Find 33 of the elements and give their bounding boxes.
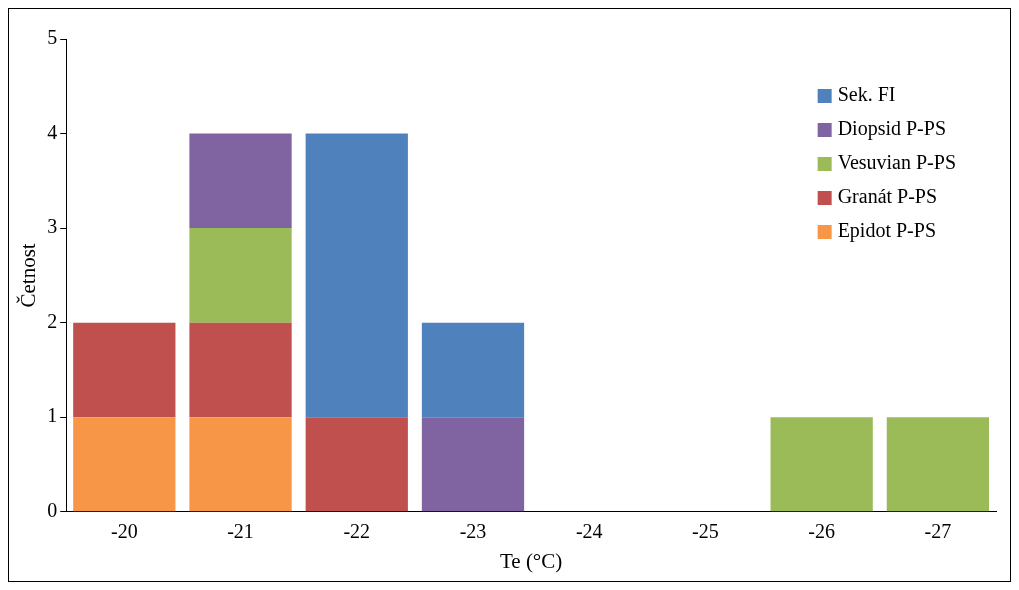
x-tick-label: -25 <box>692 520 719 543</box>
bar <box>421 322 525 418</box>
x-axis-title: Te (°C) <box>499 548 563 573</box>
x-tick-label: -26 <box>808 520 835 543</box>
bar <box>189 133 292 229</box>
legend-label: Vesuvian P-PS <box>837 151 957 174</box>
y-tick-label: 5 <box>47 26 58 49</box>
bar <box>770 417 873 512</box>
bar <box>305 417 408 512</box>
y-axis-title: Četnost <box>16 243 41 308</box>
x-tick-label: -24 <box>575 520 603 543</box>
bar <box>421 417 525 512</box>
x-tick-label: -20 <box>110 520 138 543</box>
bar <box>305 133 408 418</box>
y-tick-label: 2 <box>47 309 58 332</box>
x-tick-label: -27 <box>924 520 952 543</box>
x-tick-label: -21 <box>227 520 254 543</box>
legend-label: Diopsid P-PS <box>837 117 947 141</box>
y-tick-label: 1 <box>47 404 58 427</box>
bar <box>189 228 292 323</box>
y-tick-label: 4 <box>47 120 58 143</box>
y-tick-label: 0 <box>47 499 58 522</box>
bar <box>886 417 990 512</box>
bar <box>189 417 292 512</box>
legend-label: Epidot P-PS <box>837 219 937 243</box>
x-tick-label: -23 <box>459 520 487 543</box>
legend-label: Granát P-PS <box>837 185 938 208</box>
bar <box>189 322 292 418</box>
y-tick-label: 3 <box>47 215 58 238</box>
bar <box>73 417 176 512</box>
bar <box>73 322 176 418</box>
legend-label: Sek. FI <box>837 83 896 106</box>
x-tick-label: -22 <box>343 520 371 543</box>
